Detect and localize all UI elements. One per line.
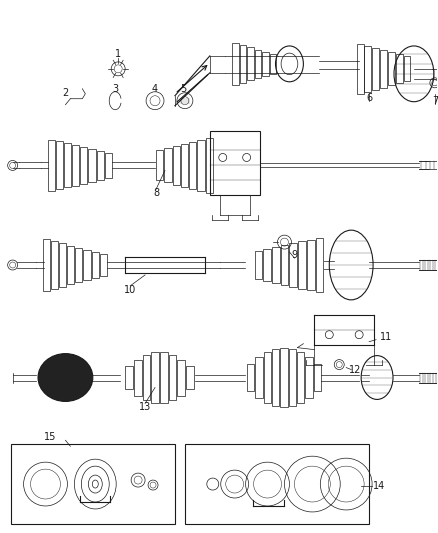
Bar	[210, 131, 260, 195]
Bar	[96, 151, 104, 180]
Bar	[290, 244, 297, 287]
Bar	[92, 252, 99, 278]
Text: 2: 2	[62, 88, 68, 98]
Bar	[305, 358, 313, 398]
Bar	[307, 239, 314, 290]
Bar	[156, 150, 163, 180]
Bar	[48, 140, 55, 191]
Bar	[380, 50, 387, 87]
Bar	[247, 47, 254, 80]
Text: 8: 8	[153, 188, 159, 198]
Bar	[272, 247, 280, 283]
Bar	[289, 349, 296, 406]
Bar	[255, 358, 263, 398]
Bar	[372, 48, 379, 90]
Bar	[72, 146, 79, 185]
Bar	[134, 360, 141, 395]
Bar	[105, 153, 112, 178]
Bar	[125, 366, 133, 390]
Bar	[314, 364, 321, 391]
Bar	[357, 44, 364, 94]
Bar	[173, 147, 180, 184]
Text: 7: 7	[432, 96, 438, 106]
Bar	[181, 144, 188, 187]
Bar	[264, 352, 271, 403]
Text: 11: 11	[380, 332, 392, 342]
Text: 9: 9	[291, 250, 297, 260]
Bar	[297, 352, 304, 403]
Text: 6: 6	[366, 93, 372, 103]
Bar	[189, 142, 196, 189]
Bar	[272, 349, 279, 406]
Bar	[403, 56, 410, 82]
Bar	[388, 52, 395, 85]
Bar	[84, 250, 91, 280]
Bar	[205, 138, 213, 193]
Bar	[254, 50, 261, 78]
Bar	[99, 254, 107, 276]
Bar	[11, 444, 175, 524]
Text: 14: 14	[373, 481, 385, 491]
Bar	[80, 147, 88, 184]
Bar	[240, 45, 246, 83]
Bar	[298, 241, 306, 288]
Text: 12: 12	[349, 365, 361, 375]
Bar	[75, 248, 82, 282]
Bar	[169, 354, 177, 400]
Text: 10: 10	[124, 285, 136, 295]
Bar	[64, 143, 71, 188]
Bar	[51, 241, 58, 289]
Text: 4: 4	[152, 84, 158, 94]
Bar	[247, 364, 254, 391]
Bar	[186, 366, 194, 390]
Ellipse shape	[38, 353, 93, 401]
Bar	[160, 352, 168, 403]
Bar	[269, 54, 276, 74]
Bar	[67, 246, 74, 285]
Bar	[88, 149, 95, 182]
Bar	[280, 348, 288, 407]
Bar	[164, 148, 172, 182]
Bar	[151, 352, 159, 403]
Bar	[263, 249, 271, 281]
Text: 3: 3	[112, 84, 118, 94]
Text: 13: 13	[139, 402, 151, 413]
Bar	[232, 43, 239, 85]
Bar	[177, 360, 185, 395]
Bar	[59, 244, 66, 287]
Bar	[197, 140, 205, 191]
Bar	[143, 354, 150, 400]
Bar	[364, 46, 371, 92]
Bar	[56, 141, 63, 189]
Bar	[254, 251, 262, 279]
Bar	[316, 238, 323, 293]
Bar	[43, 239, 50, 291]
Bar	[281, 245, 288, 285]
Text: 15: 15	[44, 432, 57, 442]
Bar	[185, 444, 369, 524]
Bar	[396, 54, 403, 83]
Text: 1: 1	[115, 49, 121, 59]
Bar	[262, 52, 268, 76]
Text: 5: 5	[180, 84, 186, 94]
